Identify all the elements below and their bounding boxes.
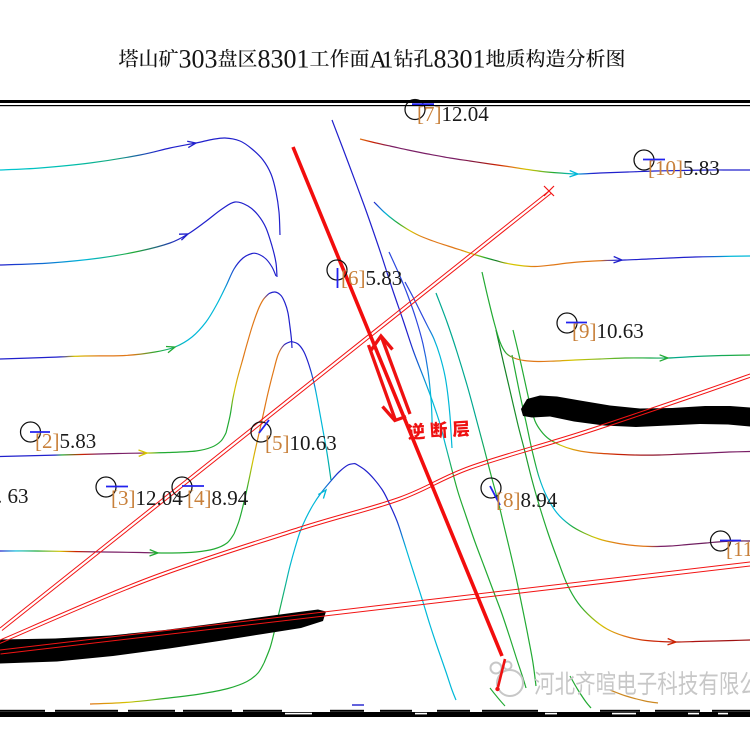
svg-text:8301: 8301 <box>258 44 310 73</box>
svg-text:[6]5.83: [6]5.83 <box>341 266 402 290</box>
svg-text:A1: A1 <box>370 47 394 73</box>
svg-text:[3]12.04: [3]12.04 <box>111 486 183 510</box>
svg-text:[10]5.83: [10]5.83 <box>648 156 720 180</box>
svg-text:. 63: . 63 <box>0 484 29 508</box>
svg-text:[4]8.94: [4]8.94 <box>187 486 249 510</box>
svg-text:303: 303 <box>179 44 218 73</box>
svg-text:[5]10.63: [5]10.63 <box>265 431 337 455</box>
svg-text:[11]: [11] <box>726 537 750 561</box>
svg-text:[8]8.94: [8]8.94 <box>496 488 558 512</box>
svg-text:[9]10.63: [9]10.63 <box>572 319 644 343</box>
svg-text:[2]5.83: [2]5.83 <box>35 429 96 453</box>
svg-text:8301: 8301 <box>434 44 486 73</box>
